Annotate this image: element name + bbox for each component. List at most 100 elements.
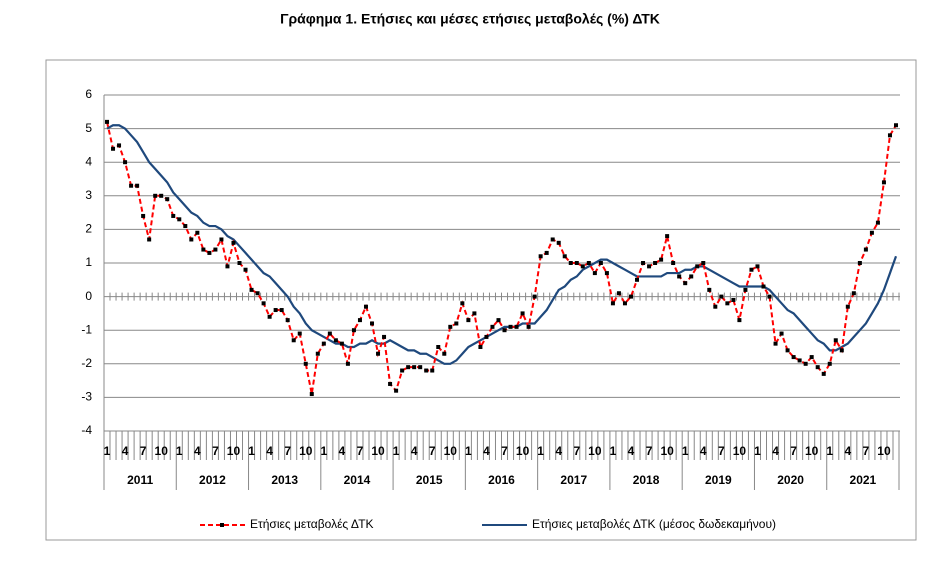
- point-marker: [707, 287, 712, 292]
- point-marker: [117, 143, 122, 148]
- point-marker: [472, 311, 477, 316]
- point-marker: [743, 287, 748, 292]
- point-marker: [725, 301, 730, 306]
- x-tick-label: 10: [805, 444, 819, 458]
- point-marker: [532, 294, 537, 299]
- point-marker: [430, 368, 435, 373]
- point-marker: [225, 264, 230, 269]
- x-tick-label: 7: [646, 444, 653, 458]
- x-tick-label: 4: [339, 444, 346, 458]
- point-marker: [556, 240, 561, 245]
- x-tick-label: 4: [772, 444, 779, 458]
- point-marker: [586, 261, 591, 265]
- point-marker: [701, 261, 706, 265]
- point-marker: [351, 328, 356, 333]
- point-marker: [345, 361, 350, 366]
- point-marker: [695, 264, 700, 269]
- point-marker: [653, 261, 658, 265]
- y-tick-label: -3: [81, 390, 92, 404]
- x-tick-label: 10: [733, 444, 747, 458]
- x-tick-label: 4: [555, 444, 562, 458]
- y-tick-label: 3: [85, 188, 92, 202]
- point-marker: [321, 341, 326, 346]
- point-marker: [574, 261, 579, 265]
- x-tick-label: 1: [610, 444, 617, 458]
- y-tick-label: 6: [85, 87, 92, 101]
- year-label: 2017: [560, 473, 587, 487]
- point-marker: [821, 371, 826, 376]
- point-marker: [279, 308, 284, 313]
- legend-label: Ετήσιες μεταβολές ΔΤΚ (μέσος δωδεκαμήνου…: [532, 517, 776, 531]
- point-marker: [665, 234, 670, 239]
- point-marker: [201, 247, 206, 252]
- point-marker: [550, 237, 555, 242]
- point-marker: [231, 240, 236, 245]
- point-marker: [141, 213, 146, 218]
- point-marker: [219, 237, 224, 242]
- point-marker: [454, 321, 459, 326]
- point-marker: [327, 331, 332, 336]
- y-tick-label: -4: [81, 423, 92, 437]
- point-marker: [490, 324, 495, 329]
- point-marker: [159, 193, 164, 198]
- point-marker: [171, 213, 176, 218]
- x-tick-label: 1: [104, 444, 111, 458]
- point-marker: [719, 294, 724, 299]
- point-marker: [598, 261, 603, 265]
- point-marker: [460, 301, 465, 306]
- point-marker: [436, 345, 441, 349]
- point-marker: [779, 331, 784, 336]
- point-marker: [797, 358, 802, 363]
- x-tick-label: 7: [284, 444, 291, 458]
- point-marker: [249, 287, 254, 292]
- point-marker: [869, 230, 874, 235]
- point-marker: [616, 291, 621, 296]
- point-marker: [207, 250, 212, 255]
- y-tick-label: -2: [81, 356, 92, 370]
- point-marker: [418, 365, 423, 370]
- point-marker: [424, 368, 429, 373]
- point-marker: [544, 250, 549, 255]
- x-tick-label: 4: [194, 444, 201, 458]
- x-tick-label: 1: [393, 444, 400, 458]
- point-marker: [514, 324, 519, 329]
- x-tick-label: 10: [516, 444, 530, 458]
- point-marker: [803, 361, 808, 366]
- point-marker: [195, 230, 200, 235]
- point-marker: [592, 271, 597, 276]
- year-label: 2016: [488, 473, 515, 487]
- x-tick-label: 7: [501, 444, 508, 458]
- point-marker: [309, 392, 314, 397]
- x-tick-label: 10: [660, 444, 674, 458]
- y-tick-label: 0: [85, 289, 92, 303]
- point-marker: [604, 271, 609, 276]
- x-tick-label: 1: [248, 444, 255, 458]
- point-marker: [189, 237, 194, 242]
- x-tick-label: 7: [863, 444, 870, 458]
- point-marker: [496, 318, 501, 323]
- point-marker: [243, 267, 248, 272]
- x-tick-label: 10: [444, 444, 458, 458]
- point-marker: [562, 254, 567, 259]
- point-marker: [580, 264, 585, 269]
- point-marker: [177, 217, 182, 222]
- x-tick-label: 4: [700, 444, 707, 458]
- y-tick-label: 4: [85, 154, 92, 168]
- year-label: 2015: [416, 473, 443, 487]
- x-tick-label: 4: [628, 444, 635, 458]
- year-label: 2018: [633, 473, 660, 487]
- year-label: 2020: [777, 473, 804, 487]
- x-tick-label: 1: [320, 444, 327, 458]
- point-marker: [677, 274, 682, 279]
- point-marker: [261, 301, 266, 306]
- point-marker: [845, 304, 850, 309]
- x-tick-label: 1: [682, 444, 689, 458]
- y-tick-label: 5: [85, 121, 92, 135]
- point-marker: [123, 160, 128, 165]
- x-tick-label: 7: [429, 444, 436, 458]
- y-tick-label: 1: [85, 255, 92, 269]
- point-marker: [713, 304, 718, 309]
- point-marker: [297, 331, 302, 336]
- point-marker: [520, 311, 525, 316]
